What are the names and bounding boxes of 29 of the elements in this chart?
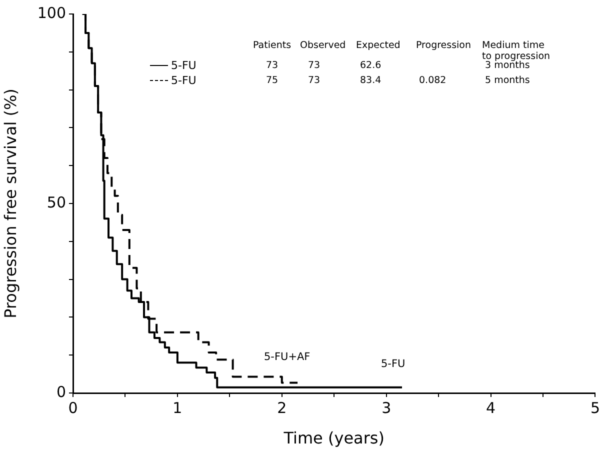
- legend-label: 5-FU: [171, 74, 196, 87]
- y-tick-label: 100: [37, 4, 66, 22]
- x-tick-label: 5: [590, 398, 600, 417]
- x-tick-label: 1: [172, 398, 182, 417]
- annotation: Medium time to progression: [482, 40, 550, 62]
- annotation: 5-FU: [380, 358, 406, 370]
- x-tick-label: 4: [486, 398, 496, 417]
- annotation: Expected: [356, 40, 400, 51]
- x-tick-label: 0: [68, 398, 78, 417]
- annotation: 73: [308, 60, 320, 71]
- annotation: 5-FU+AF: [263, 351, 312, 363]
- annotation: Observed: [300, 40, 346, 51]
- legend-label: 5-FU: [171, 59, 196, 72]
- annotation: 62.6: [360, 60, 382, 71]
- y-axis-title: Progression free survival (%): [0, 88, 20, 318]
- y-tick-label: 50: [46, 193, 66, 212]
- x-axis-title: Time (years): [282, 428, 384, 448]
- x-tick-label: 3: [382, 398, 392, 417]
- annotation: 75: [266, 75, 278, 86]
- annotation: Progression: [416, 40, 472, 51]
- annotation: 0.082: [419, 75, 446, 86]
- annotation: 3 months: [485, 60, 530, 71]
- annotation: 83.4: [360, 75, 382, 86]
- annotation: Patients: [253, 40, 292, 51]
- x-tick-label: 2: [277, 398, 287, 417]
- y-tick-label: 0: [56, 382, 66, 401]
- annotation: 73: [266, 60, 278, 71]
- annotation: 73: [308, 75, 320, 86]
- annotation: 5 months: [485, 75, 530, 86]
